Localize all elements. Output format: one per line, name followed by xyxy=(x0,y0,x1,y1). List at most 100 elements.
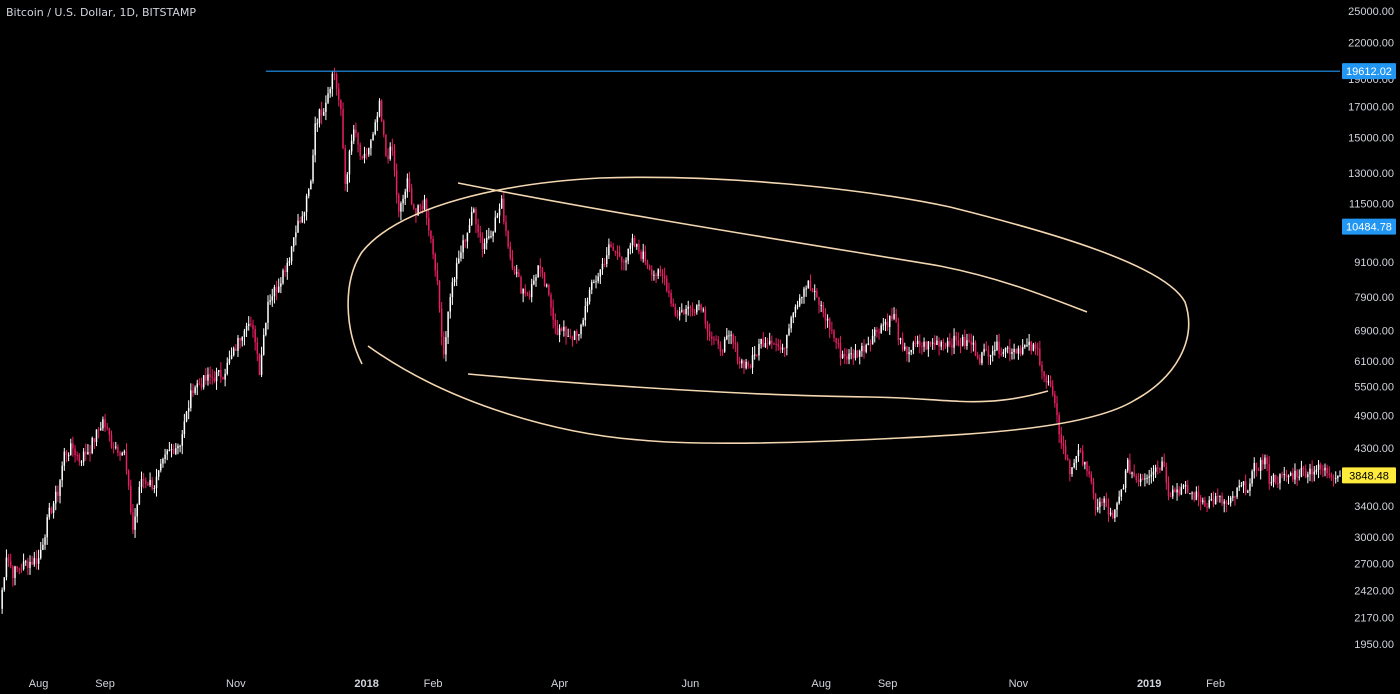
candle xyxy=(762,331,765,348)
candle xyxy=(1081,445,1084,467)
candle xyxy=(215,367,218,390)
candle xyxy=(295,225,297,246)
candle xyxy=(136,503,138,523)
candle xyxy=(82,448,85,466)
candle xyxy=(286,258,289,280)
candle xyxy=(745,358,747,370)
candle xyxy=(758,338,760,361)
candle xyxy=(1094,492,1097,516)
annotation-upper-trendline[interactable] xyxy=(457,182,1088,313)
candle xyxy=(477,218,479,238)
candle xyxy=(63,447,66,471)
candle xyxy=(1272,473,1275,488)
candle xyxy=(1255,462,1258,477)
candle xyxy=(1154,464,1157,478)
candle xyxy=(432,235,434,260)
candle xyxy=(966,333,968,350)
candle xyxy=(18,567,21,575)
candle xyxy=(265,322,267,337)
candle xyxy=(1302,465,1305,477)
y-tick-label: 22000.00 xyxy=(1348,38,1394,50)
candle xyxy=(419,203,421,213)
candle xyxy=(573,330,576,341)
candle xyxy=(1086,460,1088,477)
y-tick-label: 2420.00 xyxy=(1354,586,1394,598)
candle xyxy=(1191,491,1193,500)
candle xyxy=(996,334,998,352)
candle xyxy=(554,313,557,335)
candle xyxy=(1319,462,1322,475)
candle xyxy=(715,335,717,341)
candle xyxy=(891,307,893,321)
candle xyxy=(777,338,780,351)
candle xyxy=(854,344,857,361)
y-axis[interactable]: 25000.0022000.0019000.0017000.0015000.00… xyxy=(1348,6,1394,651)
candle xyxy=(1026,338,1028,348)
candle xyxy=(794,304,797,318)
candle xyxy=(410,183,413,206)
candle xyxy=(440,301,443,346)
candle xyxy=(121,451,123,456)
candle xyxy=(846,348,848,365)
candle xyxy=(12,565,14,587)
candle xyxy=(160,459,162,473)
candle xyxy=(115,441,117,450)
annotation-ellipse[interactable] xyxy=(347,176,1190,445)
annotation-lower-trendline[interactable] xyxy=(467,373,1049,403)
candle xyxy=(1324,463,1326,477)
candle xyxy=(1060,426,1063,449)
candle xyxy=(723,336,726,353)
price-labels: 19612.02 10484.78 3848.48 xyxy=(1342,63,1396,484)
candle xyxy=(1054,390,1056,408)
candle xyxy=(826,314,829,328)
candle xyxy=(871,329,874,345)
candle xyxy=(1244,474,1247,496)
price-label: 3848.48 xyxy=(1342,467,1396,484)
candle xyxy=(213,370,216,384)
candle xyxy=(867,336,870,346)
candle xyxy=(400,201,402,221)
candle xyxy=(1296,469,1298,486)
candle xyxy=(633,235,636,248)
candle xyxy=(413,203,415,210)
candle xyxy=(642,243,644,263)
candle xyxy=(368,147,370,157)
candle xyxy=(108,427,111,442)
candle xyxy=(1075,455,1078,471)
candle xyxy=(262,328,265,356)
candle xyxy=(387,148,389,164)
candle xyxy=(1077,443,1080,462)
candle xyxy=(258,353,261,376)
candle xyxy=(721,349,724,356)
candle xyxy=(226,357,229,376)
candle xyxy=(1214,492,1217,505)
candle xyxy=(1120,489,1123,501)
candle xyxy=(247,316,250,331)
candle xyxy=(734,336,737,353)
candle xyxy=(1009,339,1011,362)
candle xyxy=(42,538,44,551)
candle xyxy=(164,448,166,464)
candle xyxy=(869,339,872,352)
candle xyxy=(781,343,784,354)
candle xyxy=(957,332,960,347)
candle xyxy=(509,241,512,261)
candle xyxy=(70,438,72,456)
candle xyxy=(940,340,942,351)
candle xyxy=(1109,507,1112,517)
candle xyxy=(1311,460,1313,483)
candle xyxy=(704,306,707,329)
candle xyxy=(39,541,42,560)
candle xyxy=(636,243,638,250)
candle xyxy=(393,144,396,177)
candle xyxy=(1069,458,1071,482)
candle xyxy=(140,471,143,493)
candle xyxy=(518,268,520,278)
candle xyxy=(1317,460,1320,479)
candle xyxy=(1,587,3,614)
x-axis[interactable]: Aug Sep Nov 2018 Feb Apr Jun Aug Sep Nov 2019 Feb xyxy=(29,678,1225,690)
candle xyxy=(1330,472,1333,481)
x-tick-label: Nov xyxy=(226,678,246,690)
candle xyxy=(363,146,366,164)
